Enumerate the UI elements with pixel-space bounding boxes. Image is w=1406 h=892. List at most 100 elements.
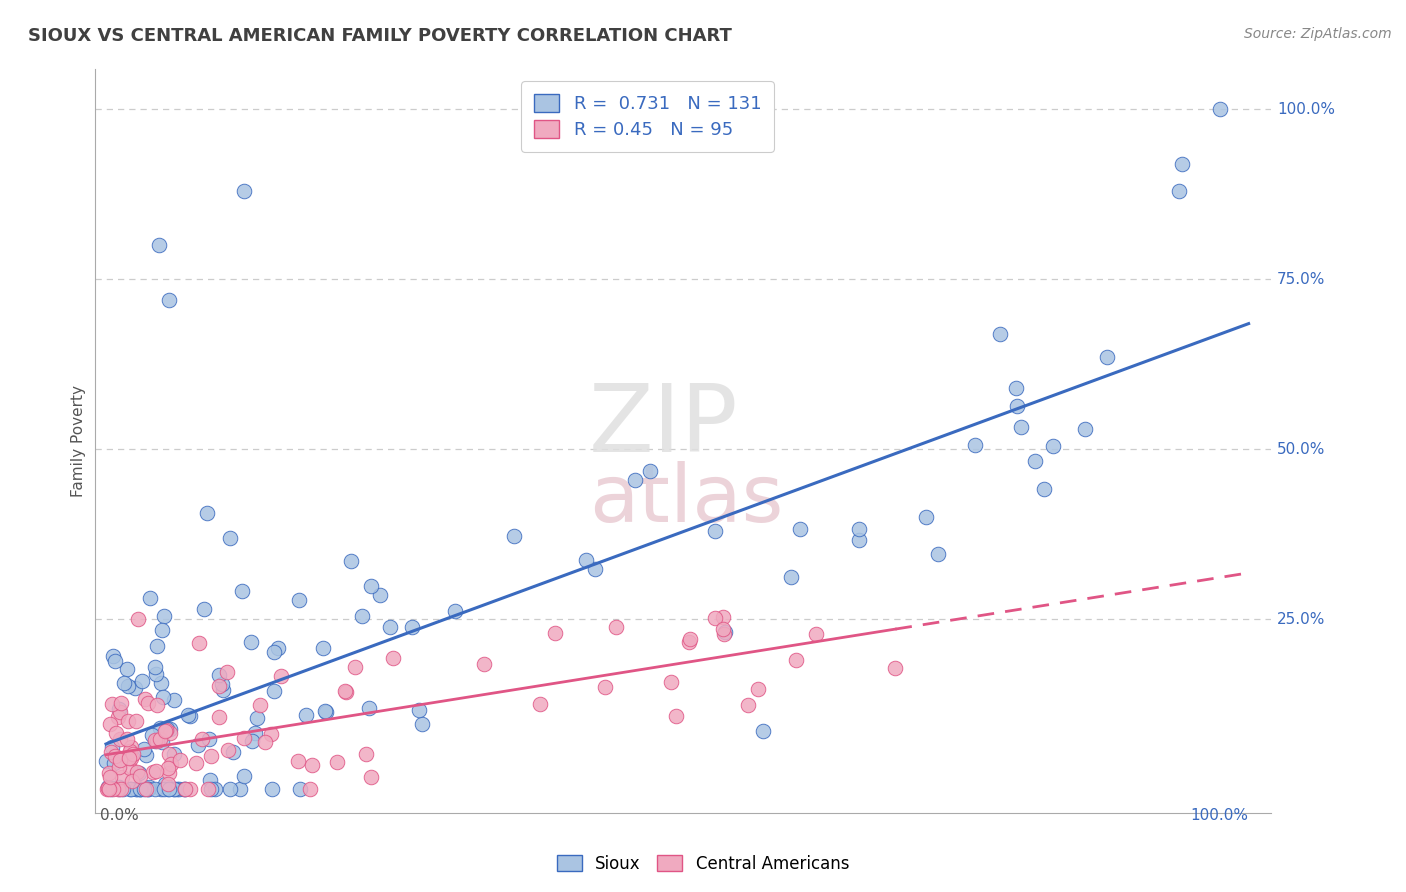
Point	[752, 724, 775, 739]
Point	[127, 612, 149, 626]
Point	[703, 524, 725, 538]
Point	[149, 721, 172, 735]
Point	[128, 765, 150, 780]
Point	[218, 531, 240, 545]
Point	[112, 675, 135, 690]
Point	[253, 735, 276, 749]
Point	[153, 782, 176, 797]
Point	[270, 669, 292, 683]
Text: ZIP: ZIP	[589, 380, 738, 472]
Point	[152, 735, 174, 749]
Point	[179, 782, 201, 797]
Point	[138, 780, 160, 794]
Point	[411, 717, 433, 731]
Point	[233, 184, 256, 198]
Text: atlas: atlas	[589, 461, 783, 540]
Point	[108, 732, 131, 747]
Point	[124, 681, 146, 696]
Point	[157, 293, 180, 307]
Point	[988, 326, 1011, 341]
Point	[311, 641, 333, 656]
Legend: R =  0.731   N = 131, R = 0.45   N = 95: R = 0.731 N = 131, R = 0.45 N = 95	[522, 81, 775, 152]
Point	[249, 698, 271, 712]
Point	[150, 782, 173, 797]
Point	[298, 782, 321, 797]
Point	[1024, 453, 1046, 467]
Point	[197, 782, 219, 797]
Text: 75.0%: 75.0%	[1277, 272, 1326, 286]
Text: 100.0%: 100.0%	[1191, 808, 1249, 823]
Point	[914, 510, 936, 524]
Point	[360, 579, 382, 593]
Point	[246, 711, 269, 725]
Point	[167, 782, 190, 797]
Point	[108, 753, 131, 767]
Point	[1042, 439, 1064, 453]
Point	[128, 769, 150, 783]
Point	[259, 727, 281, 741]
Point	[160, 756, 183, 771]
Point	[747, 682, 769, 697]
Point	[111, 782, 134, 797]
Point	[162, 747, 184, 761]
Point	[108, 706, 131, 720]
Point	[117, 679, 139, 693]
Point	[661, 675, 683, 690]
Point	[204, 782, 226, 797]
Point	[169, 753, 191, 767]
Point	[314, 704, 336, 718]
Point	[544, 626, 567, 640]
Point	[222, 745, 245, 759]
Point	[159, 725, 181, 739]
Point	[583, 562, 606, 576]
Point	[146, 733, 169, 747]
Point	[186, 756, 208, 771]
Point	[155, 777, 177, 791]
Point	[217, 743, 239, 757]
Point	[713, 625, 735, 640]
Point	[118, 782, 141, 797]
Point	[125, 714, 148, 729]
Point	[149, 731, 172, 746]
Point	[94, 754, 117, 768]
Point	[197, 732, 219, 747]
Point	[136, 782, 159, 797]
Point	[339, 554, 361, 568]
Point	[145, 764, 167, 778]
Text: 25.0%: 25.0%	[1277, 612, 1326, 627]
Point	[143, 659, 166, 673]
Point	[177, 708, 200, 723]
Point	[152, 690, 174, 705]
Point	[117, 714, 139, 728]
Point	[118, 744, 141, 758]
Point	[262, 782, 284, 797]
Point	[1005, 381, 1028, 395]
Point	[187, 738, 209, 752]
Legend: Sioux, Central Americans: Sioux, Central Americans	[550, 848, 856, 880]
Point	[368, 588, 391, 602]
Point	[401, 620, 423, 634]
Point	[120, 740, 142, 755]
Point	[380, 620, 402, 634]
Point	[101, 697, 124, 711]
Point	[593, 680, 616, 694]
Point	[242, 733, 264, 747]
Point	[156, 722, 179, 736]
Point	[195, 506, 218, 520]
Point	[125, 782, 148, 797]
Point	[884, 661, 907, 675]
Point	[108, 782, 131, 797]
Point	[963, 438, 986, 452]
Point	[115, 731, 138, 746]
Point	[117, 750, 139, 764]
Point	[173, 782, 195, 797]
Point	[229, 782, 252, 797]
Point	[96, 782, 118, 797]
Point	[148, 238, 170, 252]
Point	[103, 780, 125, 795]
Point	[190, 731, 212, 746]
Point	[136, 696, 159, 710]
Point	[208, 709, 231, 723]
Point	[163, 782, 186, 797]
Point	[848, 522, 870, 536]
